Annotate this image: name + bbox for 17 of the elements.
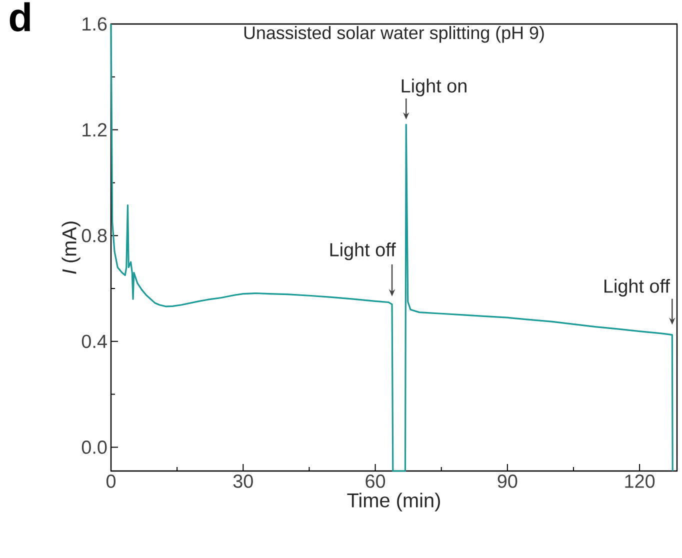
x-tick-label: 0: [106, 474, 116, 488]
chart-title: Unassisted solar water splitting (pH 9): [244, 26, 544, 43]
y-tick-label: 1.2: [82, 123, 107, 136]
y-tick-label: 0.4: [82, 334, 107, 348]
y-tick-label: 1.6: [82, 17, 107, 31]
x-axis-title: Time (min): [347, 492, 440, 512]
x-tick-label: 30: [233, 474, 253, 488]
y-tick-label: 0.8: [82, 228, 107, 242]
y-tick-label: 0.0: [82, 440, 107, 454]
annotation: Light off: [604, 278, 670, 297]
annotation: Light off: [330, 242, 396, 260]
y-axis-title: I (mA): [62, 222, 80, 274]
x-tick-label: 60: [366, 474, 386, 488]
x-tick-label: 90: [498, 474, 518, 488]
text: d: [10, 2, 30, 32]
annotation: Light on: [402, 78, 466, 96]
x-tick-label: 120: [625, 474, 655, 488]
